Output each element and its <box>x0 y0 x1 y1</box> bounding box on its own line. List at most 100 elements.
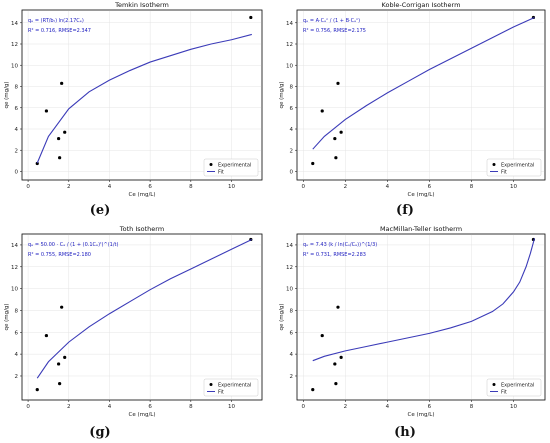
data-point <box>58 156 62 160</box>
y-tick-label: 4 <box>290 352 294 358</box>
data-point <box>44 333 49 338</box>
x-tick-label: 0 <box>302 184 306 190</box>
plot-frame <box>296 9 546 181</box>
fit-curve <box>312 16 535 150</box>
x-tick-label: 8 <box>189 184 193 190</box>
y-tick-label: 8 <box>15 85 19 91</box>
y-tick-label: 8 <box>15 308 19 314</box>
panel-letter: (e) <box>90 203 111 218</box>
y-tick-label: 4 <box>15 127 19 133</box>
y-tick-label: 2 <box>15 374 19 380</box>
data-point <box>333 136 337 141</box>
y-tick-label: 14 <box>286 243 293 249</box>
data-point <box>44 109 49 113</box>
fit-equation: qₑ = 7.43 (k / ln(Cₛ/Cₑ))^(1/3) <box>303 242 377 248</box>
x-tick-label: 2 <box>67 404 71 410</box>
y-tick-label: 12 <box>286 42 293 48</box>
y-axis-label: qe (mg/g) <box>4 303 10 330</box>
data-point <box>336 81 340 85</box>
plot-area <box>21 233 263 401</box>
chart-title: Toth Isotherm <box>119 225 164 233</box>
legend-marker-experimental <box>209 163 213 166</box>
chart-panel-2: 0 2 4 6 8 10 0 2 4 6 8 10 12 14 Koble-Corrigan Isother… <box>279 1 546 218</box>
fit-statistics: R² = 0.755, RMSE=2.180 <box>28 252 91 258</box>
data-point <box>339 130 343 134</box>
x-tick-label: 4 <box>386 184 390 190</box>
legend-label-fit: Fit <box>501 169 507 175</box>
legend <box>203 158 259 177</box>
fit-equation: qₑ = 50.00 · Cₑ / (1 + (0.1Cₑ)ᵗ)^(1/t) <box>28 242 118 248</box>
chart-title: Temkin Isotherm <box>114 1 169 9</box>
y-tick-label: 12 <box>11 42 18 48</box>
chart-panel-4: 0 2 4 6 8 10 2 4 6 8 10 12 14 MacMillan-Teller Isothe… <box>279 225 546 440</box>
x-tick-label: 10 <box>510 404 517 410</box>
data-point <box>60 305 64 309</box>
y-tick-label: 10 <box>11 287 18 293</box>
fit-equation: qₑ = (RT/bₜ) ln(2.17Cₑ) <box>28 18 84 24</box>
chart-panel-1: 0 2 4 6 8 10 0 2 4 6 8 10 12 14 Temkin Isotherm Ce (mg/… <box>4 1 263 218</box>
y-tick-label: 4 <box>15 352 19 358</box>
plot-area <box>296 233 546 401</box>
plot-frame <box>21 233 263 401</box>
data-point <box>57 362 61 366</box>
data-point <box>333 362 337 366</box>
y-tick-label: 10 <box>286 287 293 293</box>
legend-marker-experimental <box>209 383 213 386</box>
data-point <box>334 156 338 160</box>
legend-label-fit: Fit <box>218 389 224 395</box>
legend <box>486 378 542 397</box>
x-tick-label: 2 <box>344 404 348 410</box>
data-point <box>63 355 67 360</box>
x-tick-label: 0 <box>26 404 30 410</box>
x-tick-label: 4 <box>108 404 112 410</box>
x-tick-label: 8 <box>470 404 474 410</box>
y-tick-label: 6 <box>15 106 19 112</box>
x-tick-label: 0 <box>302 404 306 410</box>
legend-marker-experimental <box>492 163 496 166</box>
x-tick-label: 8 <box>470 184 474 190</box>
data-point <box>320 333 324 338</box>
y-tick-label: 10 <box>11 63 18 69</box>
y-axis-label: qe (mg/g) <box>4 81 10 108</box>
plot-area <box>21 9 263 181</box>
legend-label-fit: Fit <box>218 169 224 175</box>
plot-frame <box>21 9 263 181</box>
fit-statistics: R² = 0.716, RMSE=2.347 <box>28 28 91 34</box>
data-point <box>339 355 343 360</box>
data-point <box>320 109 324 113</box>
chart-title: Koble-Corrigan Isotherm <box>382 1 461 9</box>
x-tick-label: 10 <box>228 404 235 410</box>
x-tick-label: 6 <box>148 184 152 190</box>
y-tick-label: 6 <box>290 330 294 336</box>
y-tick-label: 2 <box>290 374 294 380</box>
y-tick-label: 12 <box>11 265 18 271</box>
plot-frame <box>296 233 546 401</box>
x-tick-label: 10 <box>510 184 517 190</box>
legend <box>203 378 259 397</box>
y-tick-label: 0 <box>290 170 294 176</box>
x-tick-label: 4 <box>108 184 112 190</box>
data-point <box>58 382 62 386</box>
chart-title: MacMillan-Teller Isotherm <box>380 225 462 233</box>
legend <box>486 158 542 177</box>
y-tick-label: 6 <box>290 106 294 112</box>
data-point <box>63 130 67 134</box>
y-tick-label: 4 <box>290 127 294 133</box>
panel-letter: (f) <box>396 203 414 218</box>
plot-area <box>296 9 546 181</box>
legend-label-experimental: Experimental <box>218 162 251 168</box>
fit-curve <box>36 238 253 379</box>
y-tick-label: 6 <box>15 330 19 336</box>
data-point <box>336 305 340 309</box>
y-tick-label: 8 <box>290 308 294 314</box>
y-axis-label: qe (mg/g) <box>279 303 285 330</box>
x-axis-label: Ce (mg/L) <box>407 192 434 198</box>
y-tick-label: 14 <box>286 21 293 27</box>
data-point <box>311 388 315 392</box>
data-point <box>311 161 315 166</box>
x-axis-label: Ce (mg/L) <box>407 412 434 418</box>
legend-marker-experimental <box>492 383 496 386</box>
y-tick-label: 8 <box>290 85 294 91</box>
data-point <box>57 136 61 141</box>
